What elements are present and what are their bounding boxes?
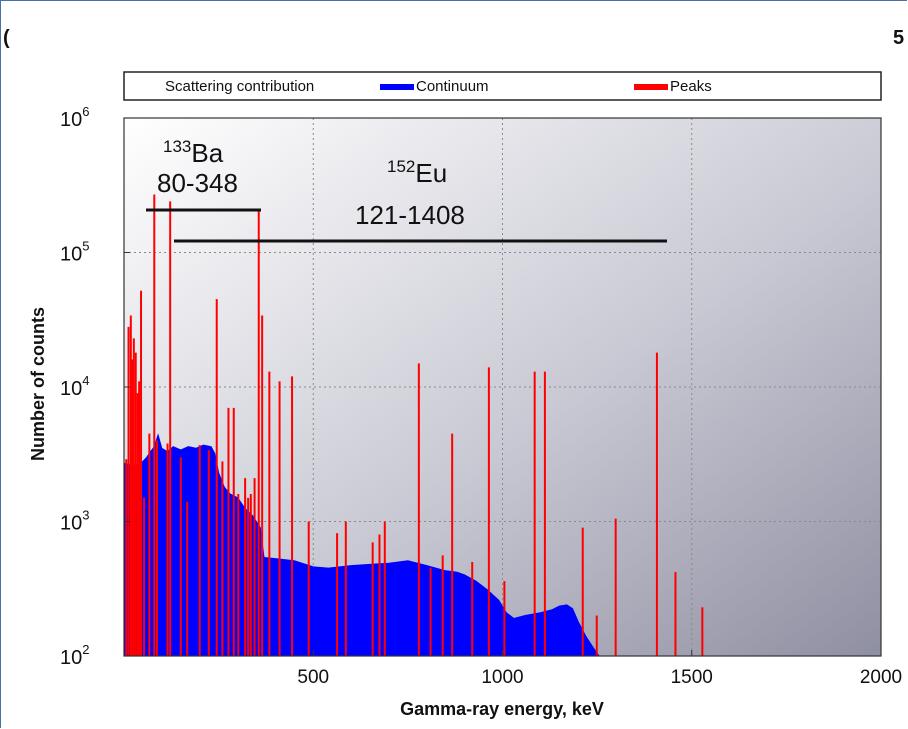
edge-glyph-right: 5	[893, 27, 904, 49]
annotation-ba133-label: 133Ba	[163, 137, 224, 168]
y-tick-label-4: 104	[60, 373, 89, 400]
annotation-eu152-label: 152Eu	[387, 157, 447, 188]
annotation-ba133-range: 80-348	[157, 168, 238, 198]
annotation-ba133: 133Ba 80-348	[146, 137, 261, 212]
legend-box	[123, 71, 882, 101]
peaks-series	[125, 194, 704, 656]
edge-glyph-left: (	[3, 27, 10, 49]
legend-label-scattering: Scattering contribution	[165, 78, 314, 95]
annotation-eu152: 152Eu 121-1408	[174, 157, 667, 243]
legend-label-peaks: Peaks	[670, 78, 712, 95]
y-axis-title: Number of counts	[28, 307, 48, 461]
annotation-ba133-mass: 133	[163, 137, 191, 156]
legend: Scattering contribution Continuum Peaks	[123, 71, 882, 101]
x-tick-label-1000: 1000	[481, 667, 523, 688]
legend-swatch-peaks	[634, 84, 668, 90]
x-tick-label-1500: 1500	[671, 667, 713, 688]
annotation-eu152-isotope: Eu	[415, 158, 447, 188]
legend-label-continuum: Continuum	[416, 78, 489, 95]
x-tick-label-500: 500	[297, 667, 329, 688]
y-tick-label-3: 103	[60, 508, 89, 535]
y-tick-label-5: 105	[60, 239, 89, 266]
annotation-eu152-mass: 152	[387, 157, 415, 176]
annotation-eu152-range: 121-1408	[355, 200, 465, 230]
y-tick-label-6: 106	[60, 104, 89, 131]
legend-swatch-continuum	[380, 84, 414, 90]
y-tick-label-2: 102	[60, 642, 89, 669]
y-axis-ticks: 102 103 104 105 106	[60, 104, 130, 669]
annotation-ba133-isotope: Ba	[191, 138, 223, 168]
x-axis-title: Gamma-ray energy, keV	[400, 699, 604, 719]
x-tick-label-2000: 2000	[860, 667, 902, 688]
x-axis-ticks: 500 1000 1500 2000	[297, 650, 902, 688]
